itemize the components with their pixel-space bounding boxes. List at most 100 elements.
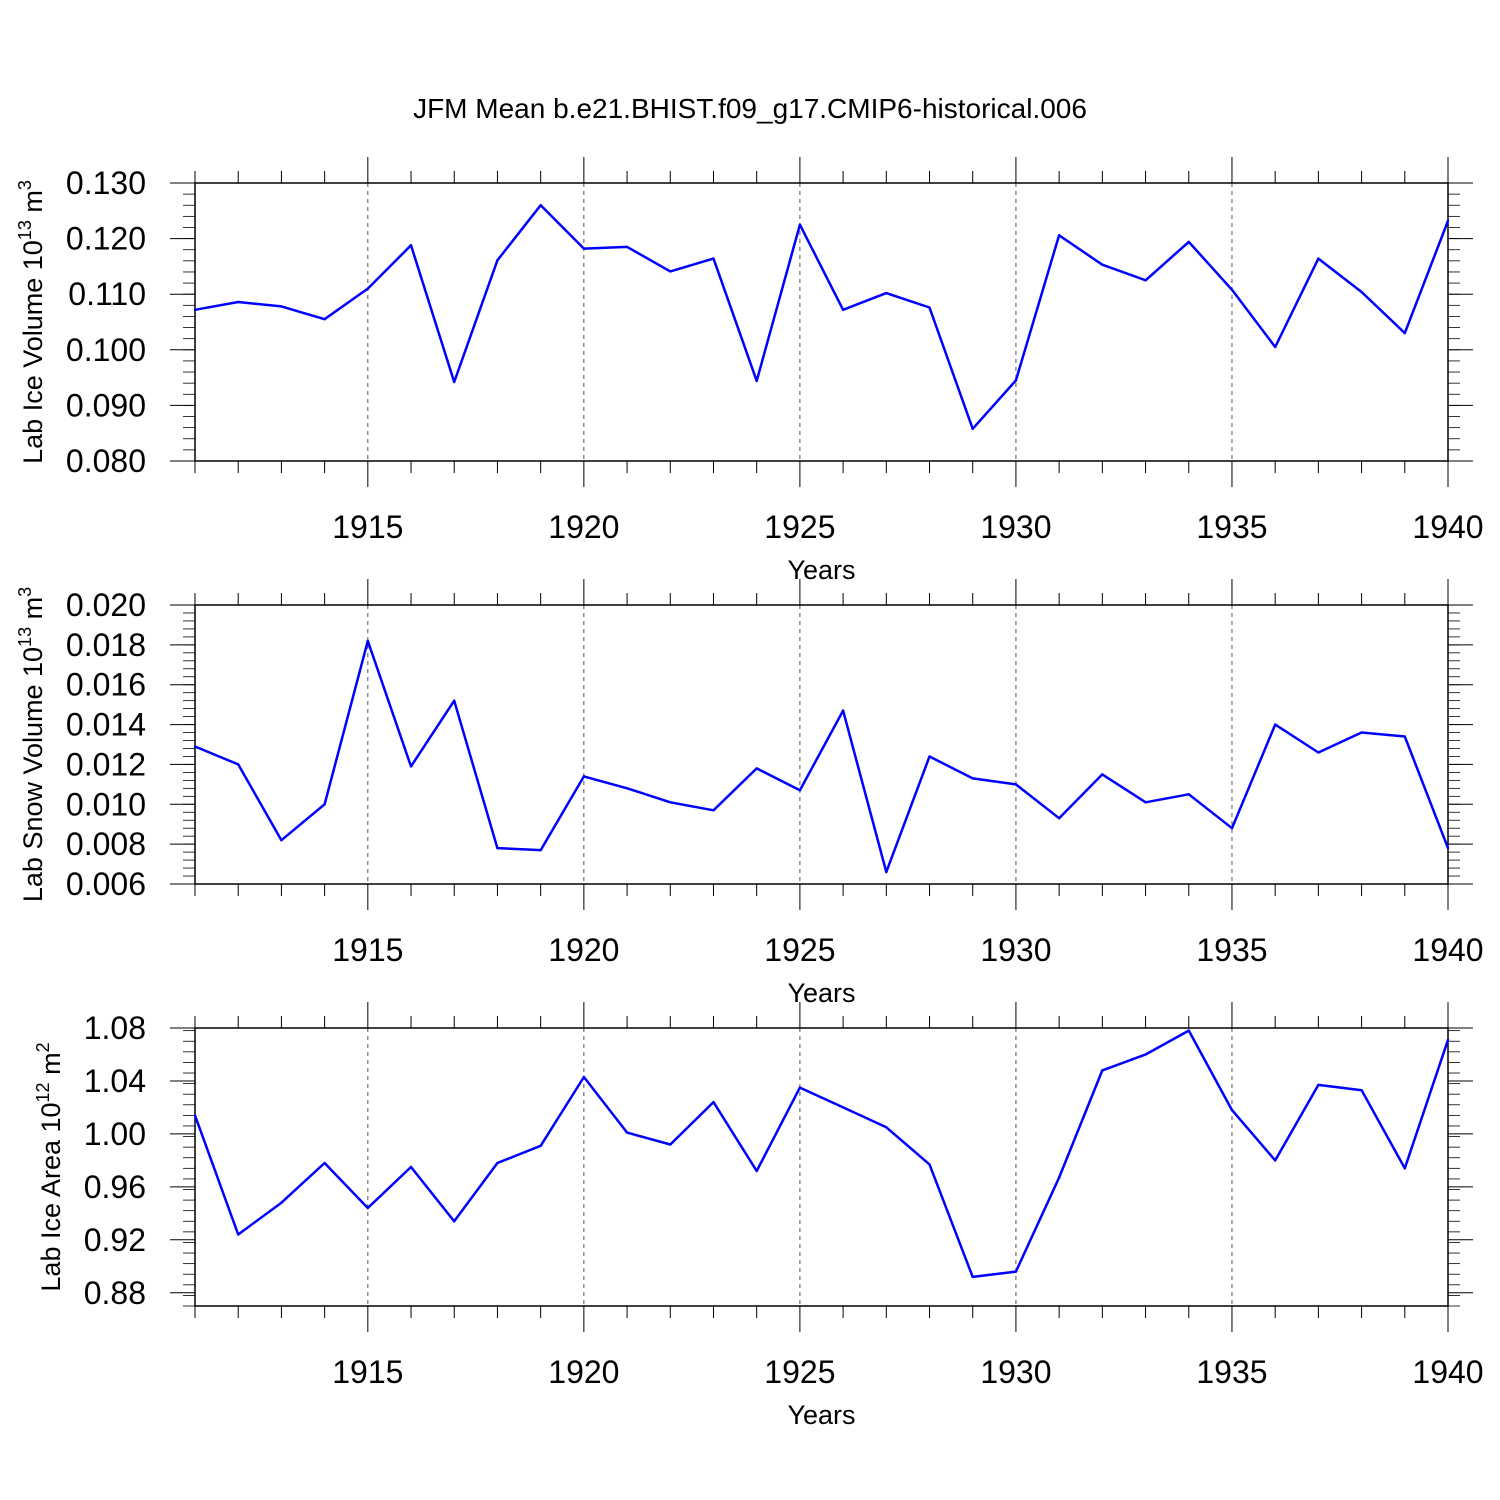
- chart-2-data-point: [1360, 1089, 1363, 1092]
- chart-2-x-tick-label: 1940: [1412, 1354, 1483, 1390]
- chart-2-y-axis-label: Lab Ice Area 1012 m2: [33, 1042, 66, 1291]
- chart-1-x-tick-label: 1915: [332, 932, 403, 968]
- chart-0-x-tick-label: 1925: [764, 509, 835, 545]
- chart-1-x-tick-label: 1930: [980, 932, 1051, 968]
- chart-1-data-point: [496, 846, 499, 850]
- chart-0-x-tick-label: 1930: [980, 509, 1051, 545]
- chart-0-data-point: [1057, 234, 1061, 237]
- chart-0-data-point: [409, 244, 413, 247]
- chart-1-data-point: [1187, 793, 1190, 796]
- chart-0-data-point: [669, 270, 672, 273]
- chart-0-y-tick-label: 0.080: [66, 443, 146, 479]
- chart-2-y-tick-label: 1.08: [84, 1010, 146, 1046]
- chart-0-data-point: [971, 427, 974, 430]
- snow-volume-panel: 1915 1920 1925 1930 1935 1940 0.006 0.008 0.010 0…: [15, 579, 1484, 1008]
- chart-2-x-tick-label: 1920: [548, 1354, 619, 1390]
- chart-1-data-point: [1273, 723, 1277, 726]
- chart-0-data-point: [193, 308, 197, 311]
- chart-1-data-point: [1144, 801, 1147, 804]
- chart-1-data-point: [453, 699, 456, 702]
- chart-0-data-point: [1403, 331, 1406, 335]
- chart-1-data-point: [1360, 731, 1363, 734]
- chart-1-data-point: [582, 775, 586, 778]
- chart-0-data-point: [625, 245, 629, 249]
- chart-2-x-tick-label: 1935: [1196, 1354, 1267, 1390]
- chart-1-data-point: [625, 787, 629, 790]
- chart-2-x-tick-label: 1915: [332, 1354, 403, 1390]
- chart-0-data-point: [755, 379, 758, 383]
- chart-1-data-point: [1446, 846, 1450, 850]
- chart-2-x-tick-label: 1925: [764, 1354, 835, 1390]
- chart-2-data-point: [1230, 1108, 1234, 1112]
- chart-0-data-point: [280, 305, 283, 308]
- chart-1-data-point: [712, 809, 715, 812]
- ice-volume-panel: 1915 1920 1925 1930 1935 1940 0.080 0.090 0.100 0…: [15, 157, 1484, 585]
- chart-2-data-point: [280, 1201, 283, 1204]
- chart-2-data-point: [841, 1106, 845, 1109]
- chart-2-plot-frame: [194, 1027, 1449, 1307]
- chart-0-data-point: [1101, 263, 1104, 266]
- chart-2-data-point: [1057, 1176, 1061, 1179]
- chart-0-data-point: [1230, 288, 1234, 291]
- chart-0-y-tick-label: 0.120: [66, 221, 146, 257]
- chart-2-y-tick-label: 0.88: [84, 1275, 146, 1311]
- chart-0-data-point: [1144, 279, 1147, 282]
- chart-0-data-point: [798, 223, 802, 226]
- chart-0-y-axis-label: Lab Ice Volume 1013 m3: [15, 180, 48, 464]
- chart-1-data-point: [798, 789, 802, 792]
- chart-0-y-tick-label: 0.090: [66, 387, 146, 423]
- chart-1-x-tick-label: 1940: [1412, 932, 1483, 968]
- chart-2-data-point: [755, 1169, 758, 1173]
- figure-title: JFM Mean b.e21.BHIST.f09_g17.CMIP6-histo…: [413, 93, 1087, 124]
- chart-0-data-point: [1187, 240, 1190, 244]
- chart-2-data-point: [1144, 1053, 1147, 1056]
- chart-0-data-point: [323, 318, 326, 321]
- chart-0-x-tick-label: 1920: [548, 509, 619, 545]
- chart-0-data-point: [496, 259, 499, 262]
- chart-1-data-point: [1403, 735, 1406, 738]
- chart-0-data-point: [1360, 290, 1363, 294]
- chart-1-data-point: [1057, 817, 1061, 820]
- chart-2-data-point: [366, 1206, 370, 1210]
- chart-1-data-point: [971, 777, 974, 780]
- chart-2-data-point: [193, 1114, 197, 1117]
- chart-0-y-tick-label: 0.130: [66, 165, 146, 201]
- chart-2-data-point: [1014, 1270, 1018, 1273]
- chart-1-series-line: [194, 639, 1450, 874]
- chart-2-data-point: [669, 1143, 672, 1146]
- chart-0-y-tick-label: 0.100: [66, 332, 146, 368]
- chart-0-data-point: [841, 308, 845, 311]
- chart-0-x-tick-label: 1935: [1196, 509, 1267, 545]
- chart-2-data-point: [712, 1100, 715, 1104]
- chart-2-data-point: [1101, 1069, 1104, 1072]
- chart-1-x-axis-label: Years: [787, 978, 855, 1008]
- chart-0-data-point: [582, 247, 586, 250]
- chart-0-data-point: [1273, 345, 1277, 349]
- chart-2-data-point: [409, 1165, 413, 1169]
- chart-1-y-tick-label: 0.012: [66, 746, 146, 782]
- chart-1-data-point: [885, 870, 888, 874]
- chart-2-y-tick-label: 1.04: [84, 1063, 146, 1099]
- chart-0-data-point: [1014, 379, 1018, 382]
- chart-0-x-tick-label: 1940: [1412, 509, 1483, 545]
- chart-0-series-line: [194, 203, 1450, 431]
- chart-1-data-point: [755, 767, 758, 770]
- chart-1-data-point: [280, 838, 283, 842]
- chart-1-data-point: [1014, 783, 1018, 786]
- chart-2-data-point: [453, 1220, 456, 1223]
- chart-2-data-point: [885, 1126, 888, 1129]
- chart-1-data-point: [323, 803, 326, 806]
- chart-1-data-point: [928, 755, 931, 758]
- chart-1-data-point: [366, 639, 370, 643]
- chart-2-data-point: [1273, 1159, 1277, 1162]
- chart-1-data-point: [669, 801, 672, 804]
- chart-0-plot-frame: [194, 182, 1449, 462]
- chart-1-y-tick-label: 0.020: [66, 587, 146, 623]
- chart-0-x-tick-label: 1915: [332, 509, 403, 545]
- chart-0-data-point: [712, 257, 715, 260]
- ice-area-panel: 1915 1920 1925 1930 1935 1940 0.88 0.92 0.96 1.00…: [33, 1002, 1484, 1430]
- chart-1-data-point: [1317, 751, 1320, 754]
- chart-0-x-axis-label: Years: [787, 555, 855, 585]
- chart-1-data-point: [539, 848, 542, 852]
- chart-1-y-axis-label: Lab Snow Volume 1013 m3: [15, 587, 48, 902]
